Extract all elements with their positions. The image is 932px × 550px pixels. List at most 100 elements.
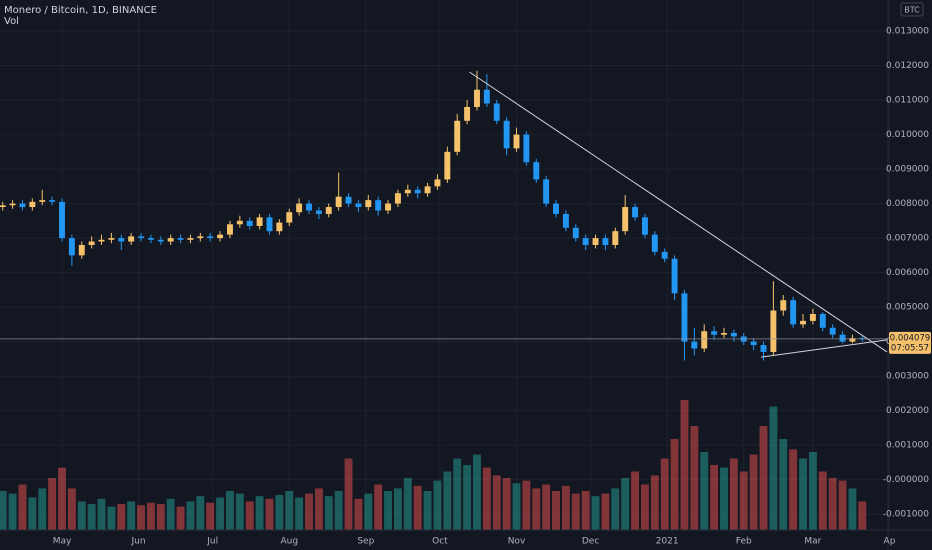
volume-bar [759,426,768,530]
volume-bar [601,493,610,530]
volume-bar [492,475,501,530]
y-tick-label: 0.003000 [886,372,929,382]
volume-bar [393,488,402,530]
candle-body [790,300,797,325]
candle-body [661,251,668,259]
volume-bar [473,454,481,530]
volume-bar [463,465,472,530]
y-tick-label: 0.007000 [886,234,929,244]
volume-bar [48,478,57,530]
candle-body [306,203,312,211]
currency-box[interactable] [900,2,924,17]
volume-bar [67,488,76,530]
volume-bar [413,485,422,530]
volume-bar [206,502,215,530]
volume-bar [18,484,27,530]
candle-body [49,200,56,202]
volume-bar [117,504,126,530]
candle-body [730,332,737,337]
volume-bar [611,488,620,530]
candle-body [553,203,559,214]
axes: 0.013000 0.012000 0.011000 0.010000 0.009000… [53,27,931,547]
volume-bar [828,478,837,530]
volume-bar [255,496,264,530]
volume-bar [700,452,709,530]
y-tick-label: 0.012000 [886,61,929,71]
candle-body [651,234,658,252]
candle-body [118,238,125,242]
y-tick-label: 0.002000 [886,406,929,416]
volume-bar [591,496,600,530]
candle-body [177,238,184,240]
candle-body [147,238,154,240]
candle-body [721,332,727,335]
volume-bar [275,494,284,530]
y-tick-label: 0.013000 [886,27,929,37]
volume-bar [403,478,412,530]
candle-body [780,300,787,311]
volume-bar [512,483,521,530]
volume-bar [97,498,106,530]
candle-body [414,189,421,194]
volume-bar [660,458,669,530]
x-tick-label: May [53,537,72,547]
candle-body [770,310,777,352]
volume-bar [58,467,66,530]
trend-line [469,71,888,353]
volume-bar [285,491,294,530]
candle-body [187,238,194,240]
x-tick-label: Nov [508,537,526,547]
symbol-title: Monero / Bitcoin, 1D, BINANCE [4,5,157,16]
x-tick-label: Jun [131,537,146,547]
volume-bar [552,491,560,530]
candle-body [760,345,767,352]
candle-body [691,341,698,349]
candle-body [750,341,757,346]
volume-bar [344,458,353,530]
volume-bar [235,493,244,530]
candle-body [217,234,224,239]
volume-bar [443,471,452,530]
candle-body [128,236,135,242]
candle-body [236,220,243,225]
candle-body [256,217,263,227]
candle-body [108,238,115,240]
x-tick-label: Dec [582,537,599,547]
candle-body [98,239,105,242]
volume-bar [324,496,333,530]
y-tick-label: 0.005000 [886,303,929,313]
candle-body [464,106,471,121]
volume-bar [8,493,17,530]
y-tick-label: 0.011000 [886,96,929,106]
candle-body [493,103,500,121]
volume-bar [818,471,827,530]
volume-bar [858,501,867,530]
volume-bar [0,491,7,530]
volume-bar [532,488,541,530]
candle-body [375,200,382,211]
volume-bar [146,502,155,530]
last-price-box [889,331,931,354]
volume-bar [680,400,689,530]
candle-body [88,241,95,245]
candle-body [800,320,806,325]
volume-bar [77,501,86,530]
x-tick-label: Aug [280,537,298,547]
candle-body [454,120,461,152]
candle-body [167,238,174,242]
y-tick-label: 0.006000 [886,268,929,278]
candle-body [266,217,273,232]
candle-body [207,236,214,239]
x-tick-label: Feb [736,537,752,547]
y-tick-label: 0.008000 [886,199,929,209]
candle-body [829,327,836,335]
volume-bar [423,491,432,530]
volume-bar [87,504,96,530]
candle-body [315,210,322,214]
volume-bar [710,465,719,530]
candle-body [19,203,26,208]
volume-bar [245,501,254,530]
volume-bar [38,488,47,530]
currency[interactable]: BTC [904,6,920,15]
volume-bar [156,504,165,530]
